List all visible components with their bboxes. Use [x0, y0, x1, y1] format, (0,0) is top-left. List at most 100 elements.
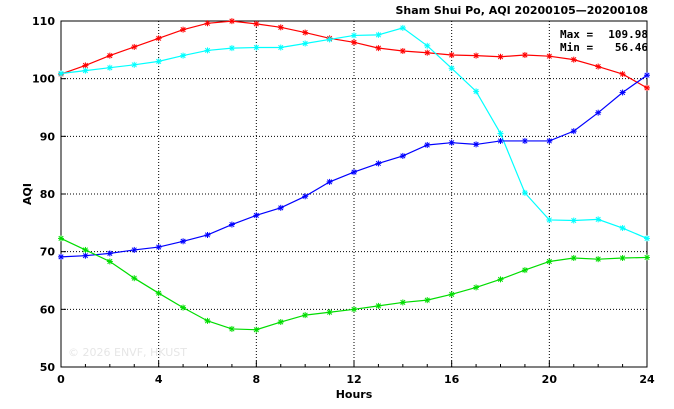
data-point	[521, 189, 528, 196]
data-point	[106, 250, 113, 257]
data-point	[570, 255, 577, 262]
data-point	[521, 267, 528, 274]
data-point	[228, 45, 235, 52]
data-point	[644, 254, 650, 261]
data-point	[546, 137, 553, 144]
series-1	[58, 24, 650, 242]
data-point	[58, 253, 64, 260]
data-point	[375, 160, 382, 167]
y-tick-label: 60	[40, 303, 56, 316]
data-point	[253, 44, 260, 51]
data-point	[302, 312, 309, 319]
data-point	[375, 31, 382, 38]
data-point	[180, 52, 187, 59]
data-point	[253, 212, 260, 219]
data-point	[326, 36, 333, 43]
data-point	[644, 235, 650, 242]
max-value: 109.98	[608, 28, 648, 41]
data-point	[399, 299, 406, 306]
series-2	[58, 72, 650, 260]
x-axis-label: Hours	[336, 388, 373, 401]
data-point	[131, 246, 138, 253]
data-point	[277, 44, 284, 51]
data-point	[399, 47, 406, 54]
data-point	[497, 276, 504, 283]
data-point	[570, 217, 577, 224]
data-point	[595, 63, 602, 70]
y-tick-labels: 50 60 70 80 90 100 110	[32, 15, 55, 374]
stats-box: Max = 109.98 Min = 56.46	[560, 28, 648, 54]
x-tick-label: 12	[346, 373, 361, 386]
data-point	[82, 252, 89, 259]
x-tick-label: 8	[253, 373, 261, 386]
data-point	[82, 246, 89, 253]
series-group	[58, 18, 650, 333]
data-point	[497, 137, 504, 144]
x-tick-labels: 0 4 8 12 16 20 24	[57, 373, 655, 386]
data-point	[180, 26, 187, 33]
data-point	[106, 52, 113, 59]
watermark: © 2026 ENVF, HKUST	[68, 346, 187, 359]
y-tick-label: 100	[32, 73, 55, 86]
data-point	[204, 317, 211, 324]
data-point	[448, 291, 455, 298]
data-point	[473, 88, 480, 95]
data-point	[228, 325, 235, 332]
series-3	[58, 235, 650, 333]
data-point	[155, 290, 162, 297]
data-point	[473, 284, 480, 291]
data-point	[619, 225, 626, 232]
data-point	[644, 72, 650, 79]
data-point	[473, 141, 480, 148]
data-point	[326, 178, 333, 185]
data-point	[277, 204, 284, 211]
data-point	[375, 302, 382, 309]
data-point	[619, 255, 626, 262]
data-point	[277, 24, 284, 31]
data-point	[424, 49, 431, 56]
data-point	[448, 65, 455, 72]
x-tick-label: 16	[444, 373, 460, 386]
data-point	[595, 109, 602, 116]
data-point	[399, 152, 406, 159]
data-point	[521, 137, 528, 144]
data-point	[82, 62, 89, 69]
data-point	[326, 309, 333, 316]
y-tick-label: 70	[40, 246, 56, 259]
max-label: Max =	[560, 28, 593, 41]
y-tick-label: 80	[40, 188, 56, 201]
data-point	[546, 258, 553, 265]
data-point	[155, 35, 162, 42]
data-point	[497, 130, 504, 137]
chart-title: Sham Shui Po, AQI 20200105—20200108	[395, 4, 648, 17]
data-point	[106, 258, 113, 265]
data-point	[302, 29, 309, 36]
data-point	[497, 53, 504, 60]
data-point	[155, 244, 162, 251]
data-point	[570, 56, 577, 63]
data-point	[546, 53, 553, 60]
data-point	[351, 169, 357, 176]
data-point	[521, 52, 528, 59]
series-line	[60, 27, 648, 239]
data-point	[204, 20, 211, 27]
y-tick-label: 50	[40, 361, 56, 374]
data-point	[277, 319, 284, 326]
data-point	[619, 89, 626, 96]
data-point	[180, 238, 187, 245]
data-point	[58, 70, 64, 77]
data-point	[351, 39, 357, 46]
data-point	[448, 139, 455, 146]
y-axis-label: AQI	[21, 183, 34, 205]
data-point	[448, 52, 455, 59]
data-point	[424, 297, 431, 304]
data-point	[58, 235, 64, 242]
data-point	[546, 216, 553, 223]
data-point	[570, 128, 577, 135]
data-point	[595, 256, 602, 263]
data-point	[619, 71, 626, 78]
min-value: 56.46	[615, 41, 648, 54]
data-point	[302, 193, 309, 200]
data-point	[180, 304, 187, 311]
